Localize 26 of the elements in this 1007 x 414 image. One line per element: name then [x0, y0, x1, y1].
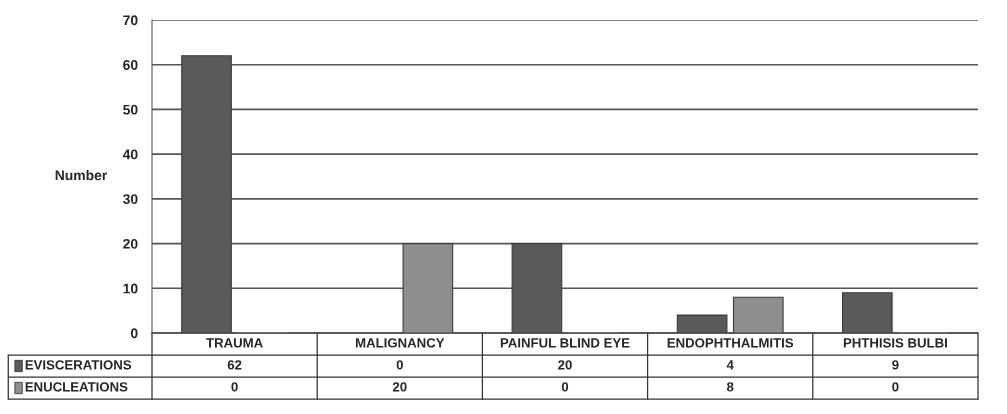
x-tick-label: MALIGNANCY [355, 338, 445, 348]
y-axis-title: Number [55, 170, 108, 181]
y-tick-label: 60 [123, 60, 138, 70]
data-label: 20 [392, 382, 407, 392]
x-tick-label: TRAUMA [206, 338, 263, 348]
x-tick-label: PHTHISIS BULBI [843, 338, 947, 348]
y-tick-label: 20 [123, 238, 138, 249]
x-tick-label: PAINFUL BLIND EYE [500, 338, 630, 348]
data-label: 9 [892, 360, 899, 370]
y-tick-label: 30 [122, 194, 138, 205]
y-tick-label: 50 [123, 104, 138, 115]
y-tick-label: 10 [123, 283, 138, 294]
data-label: 0 [892, 382, 899, 392]
data-label: 62 [227, 360, 242, 370]
data-label: 4 [726, 360, 734, 370]
data-label: 20 [558, 360, 572, 370]
data-label: 8 [726, 382, 734, 392]
legend-label: EVISCERATIONS [25, 360, 132, 370]
data-label: 0 [231, 382, 238, 392]
y-tick-label: 70 [123, 15, 138, 26]
legend-label: ENUCLEATIONS [25, 382, 128, 392]
y-tick-label: 0 [130, 328, 138, 339]
y-tick-label: 40 [122, 149, 138, 160]
data-label: 0 [396, 360, 403, 370]
data-label: 0 [561, 382, 569, 392]
x-tick-label: ENDOPHTHALMITIS [667, 338, 794, 348]
